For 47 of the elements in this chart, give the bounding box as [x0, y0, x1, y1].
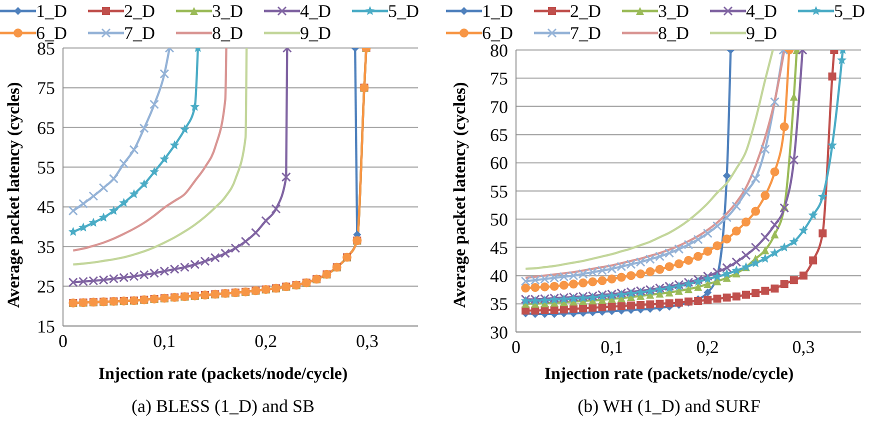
x-axis-title: Injection rate (packets/node/cycle) [97, 364, 349, 384]
y-tick-label: 35 [37, 236, 55, 257]
legend-label: 9_D [746, 22, 777, 44]
y-tick-label: 60 [490, 153, 508, 174]
x-tick-label: 0,3 [792, 336, 815, 357]
y-tick-label: 75 [490, 68, 508, 89]
legend-label: 4_D [300, 0, 331, 22]
legend-label: 8_D [212, 22, 243, 44]
y-axis-title: Average packet latency (cycles) [449, 81, 470, 310]
y-tick-label: 65 [490, 124, 508, 145]
legend-label: 9_D [300, 22, 331, 44]
y-tick-label: 45 [37, 197, 55, 218]
y-tick-label: 55 [37, 158, 55, 178]
legend-label: 2_D [124, 0, 155, 22]
legend-label: 3_D [658, 0, 689, 22]
y-tick-label: 30 [490, 322, 508, 342]
x-axis-title: Injection rate (packets/node/cycle) [543, 364, 795, 384]
legend-label: 5_D [388, 0, 419, 22]
x-tick-label: 0,2 [254, 330, 278, 351]
legend-label: 1_D [482, 0, 513, 22]
legend-label: 7_D [124, 22, 155, 44]
text: (b) WH (1_D) and SURF [576, 396, 762, 417]
x-tick-label: 0,1 [600, 336, 624, 357]
y-tick-label: 15 [37, 316, 55, 336]
y-tick-label: 50 [490, 210, 508, 230]
y-tick-label: 40 [490, 266, 508, 286]
x-tick-label: 0,2 [696, 336, 719, 357]
y-tick-label: 35 [490, 294, 508, 314]
y-tick-label: 70 [490, 96, 508, 117]
x-tick-label: 0 [512, 336, 520, 357]
y-tick-label: 25 [37, 276, 55, 297]
x-tick-label: 0,1 [153, 330, 176, 351]
legend-label: 1_D [36, 0, 67, 22]
legend-label: 4_D [746, 0, 777, 22]
legend-label: 3_D [212, 0, 243, 22]
y-tick-label: 75 [37, 78, 55, 98]
text: (a) BLESS (1_D) and SB [130, 396, 316, 417]
y-tick-label: 65 [37, 118, 55, 138]
y-axis-title: Average packet latency (cycles) [3, 81, 24, 310]
x-tick-label: 0,3 [356, 330, 379, 351]
legend-label: 8_D [658, 22, 689, 44]
legend-label: 7_D [570, 22, 601, 44]
y-tick-label: 55 [490, 181, 508, 202]
y-tick-label: 45 [490, 238, 508, 258]
x-tick-label: 0 [58, 330, 68, 351]
legend-label: 2_D [570, 0, 601, 22]
legend-label: 5_D [834, 0, 865, 22]
